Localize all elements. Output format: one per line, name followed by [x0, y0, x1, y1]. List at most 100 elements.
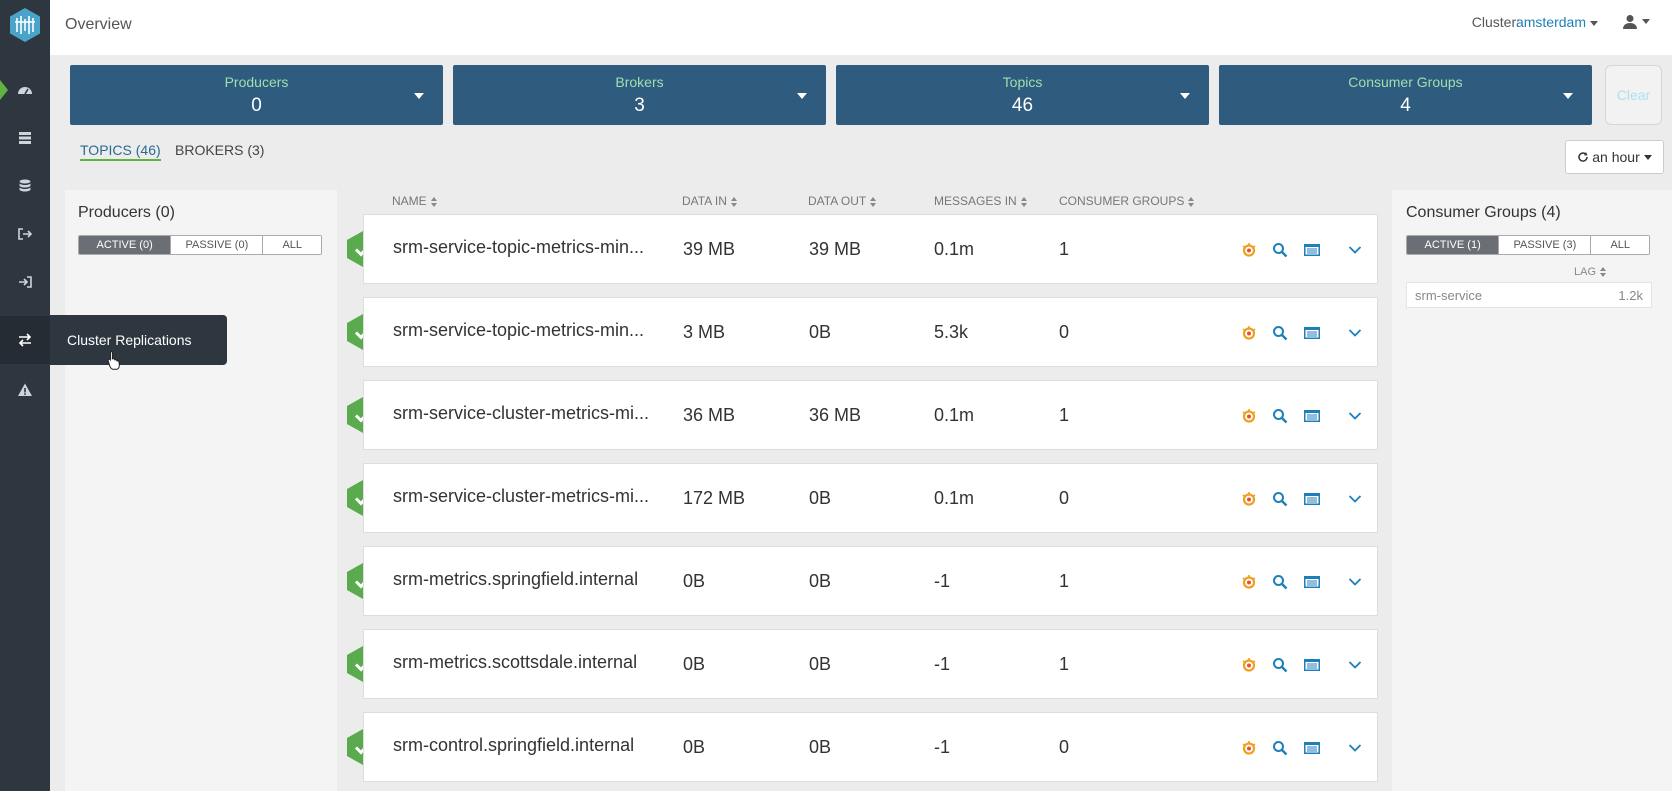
- lag-column-header[interactable]: LAG: [1574, 266, 1607, 278]
- data-explorer-icon[interactable]: [1303, 242, 1321, 258]
- table-row[interactable]: srm-service-topic-metrics-min... 39 MB 3…: [363, 214, 1378, 284]
- data-in-value: 36 MB: [683, 405, 736, 425]
- data-out-value: 36 MB: [809, 405, 862, 425]
- chevron-down-icon[interactable]: [1563, 93, 1573, 99]
- app-logo-icon[interactable]: [8, 7, 42, 43]
- data-explorer-icon[interactable]: [1303, 408, 1321, 424]
- tab-brokers[interactable]: BROKERS (3): [175, 142, 265, 158]
- search-icon[interactable]: [1272, 740, 1288, 756]
- column-header-name[interactable]: NAME: [392, 194, 437, 208]
- search-icon[interactable]: [1272, 491, 1288, 507]
- filter-all[interactable]: ALL: [263, 236, 321, 254]
- chevron-down-icon[interactable]: [414, 93, 424, 99]
- column-header-data-in[interactable]: DATA IN: [682, 194, 737, 208]
- nav-consumers[interactable]: [0, 258, 50, 306]
- consumer-groups-value: 1: [1059, 405, 1070, 425]
- messages-in-value: -1: [934, 654, 951, 674]
- data-explorer-icon[interactable]: [1303, 574, 1321, 590]
- consumer-groups-panel: Consumer Groups (4) ACTIVE (1) PASSIVE (…: [1392, 190, 1672, 791]
- topic-name[interactable]: srm-metrics.scottsdale.internal: [393, 652, 638, 672]
- table-row[interactable]: srm-metrics.springfield.internal 0B 0B -…: [363, 546, 1378, 616]
- chevron-down-icon[interactable]: [1348, 245, 1362, 255]
- consumer-group-row[interactable]: srm-service 1.2k: [1406, 282, 1652, 308]
- data-out-value: 39 MB: [809, 239, 862, 259]
- topics-card[interactable]: Topics 46: [836, 65, 1209, 125]
- topic-name[interactable]: srm-control.springfield.internal: [393, 735, 635, 755]
- refresh-icon: [1578, 152, 1589, 162]
- column-header-messages-in[interactable]: MESSAGES IN: [934, 194, 1027, 208]
- exchange-icon: [18, 333, 32, 347]
- nav-topics[interactable]: [0, 162, 50, 210]
- clear-button[interactable]: Clear: [1605, 65, 1662, 125]
- data-in-value: 3 MB: [683, 322, 726, 342]
- topic-name[interactable]: srm-service-cluster-metrics-mi...: [393, 403, 649, 423]
- filter-all[interactable]: ALL: [1591, 236, 1649, 254]
- column-header-consumer-groups[interactable]: CONSUMER GROUPS: [1059, 194, 1195, 208]
- grafana-icon[interactable]: [1241, 574, 1257, 590]
- chevron-down-icon[interactable]: [1348, 411, 1362, 421]
- top-header: Overview Cluster: amsterdam: [50, 0, 1672, 55]
- data-explorer-icon[interactable]: [1303, 491, 1321, 507]
- grafana-icon[interactable]: [1241, 408, 1257, 424]
- table-row[interactable]: srm-service-cluster-metrics-mi... 36 MB …: [363, 380, 1378, 450]
- nav-tooltip: Cluster Replications: [50, 315, 227, 365]
- search-icon[interactable]: [1272, 657, 1288, 673]
- consumer-groups-value: 1: [1059, 571, 1070, 591]
- tab-topics[interactable]: TOPICS (46): [80, 142, 161, 161]
- grafana-icon[interactable]: [1241, 491, 1257, 507]
- filter-active[interactable]: ACTIVE (1): [1407, 236, 1500, 254]
- time-range-value: an hour: [1592, 149, 1640, 165]
- consumer-groups-value: 0: [1059, 322, 1070, 342]
- nav-brokers[interactable]: [0, 114, 50, 162]
- topic-name[interactable]: srm-service-topic-metrics-min...: [393, 237, 645, 257]
- consumer-groups-title: Consumer Groups (4): [1406, 204, 1561, 221]
- data-explorer-icon[interactable]: [1303, 325, 1321, 341]
- nav-producers[interactable]: [0, 210, 50, 258]
- search-icon[interactable]: [1272, 325, 1288, 341]
- filter-passive[interactable]: PASSIVE (0): [171, 236, 264, 254]
- nav-cluster-replications[interactable]: [0, 316, 50, 364]
- chevron-down-icon[interactable]: [1348, 328, 1362, 338]
- table-row[interactable]: srm-service-topic-metrics-min... 3 MB 0B…: [363, 297, 1378, 367]
- chevron-down-icon[interactable]: [1180, 93, 1190, 99]
- grafana-icon[interactable]: [1241, 325, 1257, 341]
- chevron-down-icon[interactable]: [1348, 660, 1362, 670]
- grafana-icon[interactable]: [1241, 242, 1257, 258]
- card-label: Producers: [224, 74, 289, 90]
- filter-active[interactable]: ACTIVE (0): [79, 236, 172, 254]
- grafana-icon[interactable]: [1241, 657, 1257, 673]
- sign-out-icon: [18, 228, 33, 240]
- topic-name[interactable]: srm-metrics.springfield.internal: [393, 569, 639, 589]
- topic-name[interactable]: srm-service-cluster-metrics-mi...: [393, 486, 649, 506]
- column-header-data-out[interactable]: DATA OUT: [808, 194, 877, 208]
- data-in-value: 39 MB: [683, 239, 736, 259]
- producers-card[interactable]: Producers 0: [70, 65, 443, 125]
- nav-alerts[interactable]: [0, 366, 50, 414]
- card-value: 0: [251, 95, 262, 116]
- consumer-groups-card[interactable]: Consumer Groups 4: [1219, 65, 1592, 125]
- table-row[interactable]: srm-control.springfield.internal 0B 0B -…: [363, 712, 1378, 782]
- grafana-icon[interactable]: [1241, 740, 1257, 756]
- filter-passive[interactable]: PASSIVE (3): [1499, 236, 1592, 254]
- topic-name[interactable]: srm-service-topic-metrics-min...: [393, 320, 645, 340]
- user-menu[interactable]: [1622, 13, 1650, 31]
- search-icon[interactable]: [1272, 574, 1288, 590]
- lag-label: LAG: [1574, 266, 1597, 278]
- data-explorer-icon[interactable]: [1303, 657, 1321, 673]
- cluster-selector[interactable]: amsterdam: [1516, 14, 1598, 30]
- chevron-down-icon[interactable]: [1348, 743, 1362, 753]
- chevron-down-icon[interactable]: [1348, 494, 1362, 504]
- time-range-selector[interactable]: an hour: [1565, 140, 1664, 174]
- sort-icon: [870, 196, 877, 207]
- table-row[interactable]: srm-metrics.scottsdale.internal 0B 0B -1…: [363, 629, 1378, 699]
- sort-icon: [1020, 196, 1027, 207]
- table-row[interactable]: srm-service-cluster-metrics-mi... 172 MB…: [363, 463, 1378, 533]
- search-icon[interactable]: [1272, 408, 1288, 424]
- brokers-card[interactable]: Brokers 3: [453, 65, 826, 125]
- search-icon[interactable]: [1272, 242, 1288, 258]
- chevron-down-icon[interactable]: [797, 93, 807, 99]
- nav-dashboard[interactable]: [0, 66, 50, 114]
- chevron-down-icon[interactable]: [1348, 577, 1362, 587]
- data-explorer-icon[interactable]: [1303, 740, 1321, 756]
- producers-filter: ACTIVE (0) PASSIVE (0) ALL: [78, 235, 322, 255]
